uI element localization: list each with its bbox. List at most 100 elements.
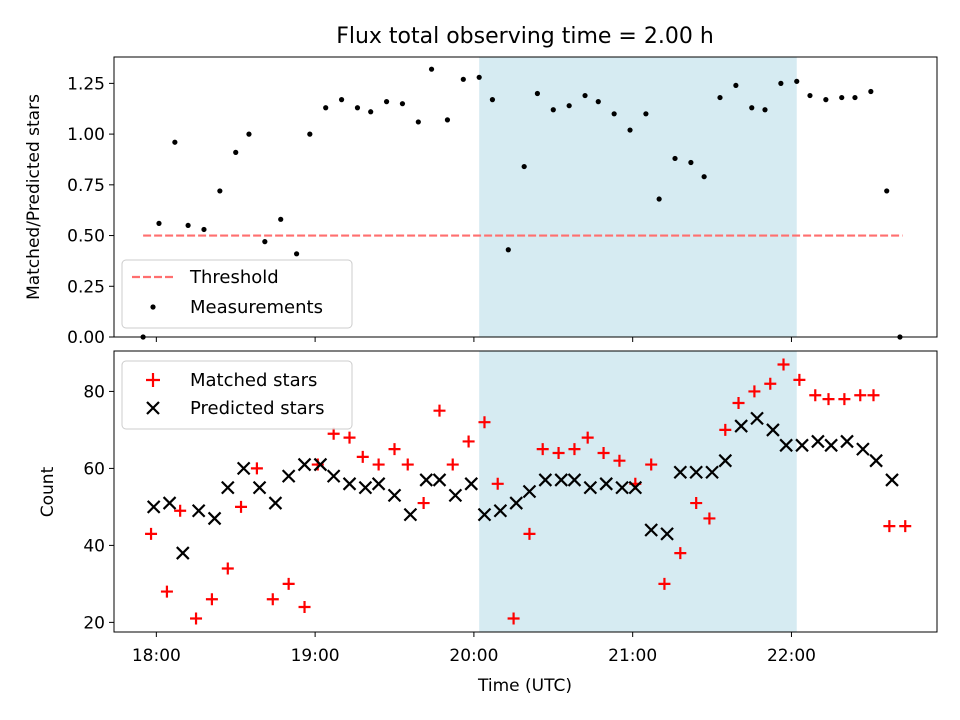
ratio-y-tick-label: 0.50 — [67, 227, 105, 247]
predicted-star-point — [766, 423, 780, 437]
ratio-highlight-span — [479, 57, 797, 337]
predicted-star-point — [538, 473, 553, 487]
threshold-legend-label: Threshold — [189, 267, 279, 288]
measurement-point — [778, 80, 784, 86]
matched-star-point — [732, 396, 745, 409]
measurement-point — [868, 88, 874, 95]
matched-star-point — [793, 373, 806, 386]
predicted-star-point — [689, 465, 703, 480]
matched-star-point — [327, 427, 340, 440]
ratio-legend: Threshold Measurements — [121, 259, 353, 329]
matched-legend-label: Matched stars — [190, 370, 317, 391]
predicted-star-point — [869, 453, 883, 468]
matched-star-point — [809, 389, 822, 402]
predicted-star-point — [615, 480, 629, 495]
measurement-point — [643, 111, 649, 117]
matched-star-point — [581, 431, 594, 444]
measurement-point — [656, 196, 662, 202]
predicted-star-point — [779, 438, 793, 453]
measurement-point — [534, 90, 541, 97]
count-legend-box — [121, 360, 353, 430]
ratio-y-ticks: 0.00 0.25 0.50 0.75 1.00 1.25 — [67, 74, 114, 348]
measurement-point — [476, 74, 482, 80]
measurement-point — [611, 111, 617, 117]
matched-star-point — [838, 393, 851, 406]
measurement-point — [807, 92, 813, 99]
measurement-point — [185, 222, 191, 229]
predicted-star-point — [673, 465, 688, 480]
matched-star-point — [568, 443, 581, 456]
count-panel: 20 40 60 80 18:00 19:00 20:00 21:00 22:00 Count… — [38, 350, 938, 696]
predicted-star-point — [448, 488, 463, 503]
matched-star-point — [552, 447, 565, 460]
ratio-x-ticks — [155, 337, 792, 342]
measurement-point — [172, 139, 178, 145]
count-y-tick-label: 20 — [83, 613, 105, 633]
ratio-legend-box — [121, 259, 353, 329]
predicted-star-point — [856, 442, 870, 456]
measurement-point — [233, 149, 239, 155]
measurement-point — [595, 99, 601, 105]
predicted-star-point — [628, 480, 643, 495]
matched-star-point — [854, 389, 867, 402]
matched-star-point — [266, 593, 279, 606]
measurement-point — [839, 94, 845, 101]
measurements-series — [140, 66, 903, 340]
count-y-axis-label: Count — [38, 466, 58, 517]
predicted-star-point — [281, 469, 296, 483]
measurement-point — [794, 78, 800, 84]
matched-star-point — [298, 600, 311, 613]
matched-star-point — [388, 443, 401, 456]
matched-star-point — [748, 385, 761, 398]
matched-star-point — [372, 458, 385, 471]
matched-star-point — [777, 358, 790, 371]
ratio-y-tick-label: 0.25 — [67, 277, 105, 297]
predicted-star-point — [191, 503, 206, 518]
matched-star-point — [205, 593, 218, 606]
predicted-star-point — [176, 546, 190, 560]
predicted-star-point — [840, 434, 854, 449]
measurement-point — [505, 247, 511, 253]
predicted-star-point — [885, 473, 899, 487]
predicted-star-point — [718, 453, 733, 468]
measurement-point — [246, 131, 252, 137]
matched-star-point — [401, 458, 414, 471]
measurement-point — [201, 226, 207, 233]
predicted-legend-swatch — [146, 401, 160, 415]
measurement-point — [521, 163, 527, 170]
matched-star-point — [190, 612, 203, 625]
predicted-star-point — [464, 477, 479, 491]
matched-star-point — [235, 500, 248, 513]
measurement-point — [688, 159, 694, 166]
matched-star-point — [597, 447, 610, 460]
matched-star-point — [417, 497, 430, 510]
measurement-point — [323, 105, 329, 111]
predicted-star-point — [419, 473, 434, 487]
predicted-star-point — [221, 480, 235, 495]
ratio-y-axis-label: Matched/Predicted stars — [24, 94, 44, 300]
matched-star-point — [174, 504, 187, 517]
predicted-star-point — [509, 496, 524, 510]
predicted-star-point — [252, 480, 267, 495]
predicted-star-point — [358, 480, 373, 495]
matched-star-point — [822, 393, 835, 406]
predicted-star-point — [583, 480, 598, 495]
matched-star-point — [356, 450, 369, 463]
measurement-point — [884, 188, 890, 194]
measurement-point — [383, 99, 390, 105]
matched-star-point — [462, 435, 475, 448]
matched-star-point — [645, 458, 658, 471]
count-x-tick-label: 20:00 — [449, 646, 498, 666]
measurement-point — [762, 107, 768, 113]
predicted-star-point — [162, 496, 177, 510]
predicted-star-point — [811, 434, 825, 449]
predicted-star-point — [403, 507, 418, 522]
measurement-point — [550, 107, 556, 113]
measurements-legend-label: Measurements — [190, 297, 323, 318]
matched-stars-series — [145, 358, 912, 625]
count-x-ticks: 18:00 19:00 20:00 21:00 22:00 — [132, 632, 816, 666]
measurement-point — [852, 94, 858, 101]
measurement-point — [368, 109, 374, 115]
count-y-tick-label: 40 — [83, 536, 105, 556]
